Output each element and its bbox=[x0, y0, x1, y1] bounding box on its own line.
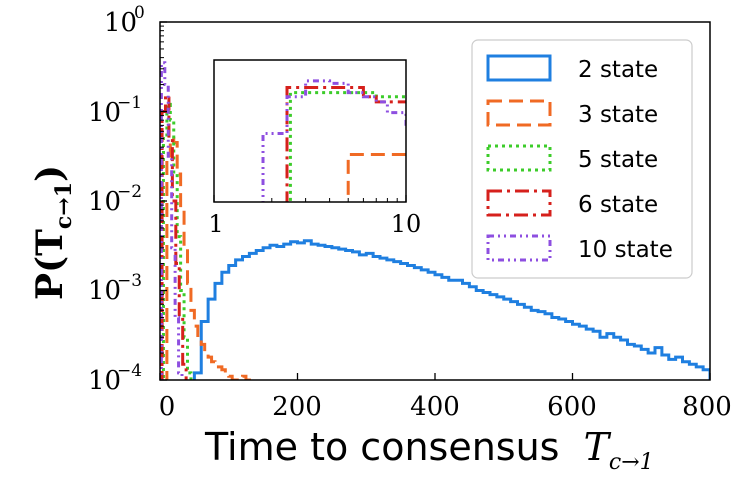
inset-background bbox=[214, 60, 406, 202]
xtick-label-0: 0 bbox=[159, 392, 176, 422]
series-line-3-state bbox=[165, 136, 251, 380]
x-tick-labels: 0 200 400 600 800 bbox=[159, 392, 732, 422]
series-line-10-state bbox=[160, 61, 184, 380]
ytick-label-1: 10 bbox=[88, 98, 121, 128]
legend-swatches bbox=[486, 54, 552, 262]
xtick-label-4: 800 bbox=[682, 392, 732, 422]
ytick-label-2: 10 bbox=[88, 187, 121, 217]
xtick-label-3: 600 bbox=[547, 392, 597, 422]
legend-swatch-5-state bbox=[486, 144, 552, 172]
y-axis-label: P(Tc→1) bbox=[29, 165, 77, 300]
inset-x-ticks bbox=[213, 195, 407, 202]
ytick-exp-1: −1 bbox=[117, 93, 142, 113]
x-axis-label: Time to consensus Tc→1 bbox=[204, 425, 654, 475]
ytick-label-0: 10 bbox=[104, 8, 137, 38]
main-series-group bbox=[160, 61, 710, 380]
legend-swatch-3-state bbox=[486, 99, 552, 127]
y-axis-ticks bbox=[160, 21, 167, 381]
legend-swatch-2-state bbox=[486, 54, 552, 82]
ytick-label-3: 10 bbox=[88, 276, 121, 306]
inset-series-group bbox=[261, 79, 406, 202]
legend-label-3-state: 3 state bbox=[578, 102, 658, 128]
series-line-2-state bbox=[192, 239, 710, 380]
xtick-label-1: 200 bbox=[272, 392, 322, 422]
ytick-label-4: 10 bbox=[88, 366, 121, 396]
inset-series-line-3-state bbox=[346, 152, 406, 202]
legend: 2 state 3 state 5 state 6 state 10 state bbox=[471, 39, 693, 279]
ytick-exp-2: −2 bbox=[117, 182, 142, 202]
ytick-exp-0: 0 bbox=[134, 3, 145, 23]
legend-box bbox=[471, 39, 693, 279]
legend-label-5-state: 5 state bbox=[578, 147, 658, 173]
inset-xtick-1: 1 bbox=[208, 210, 223, 238]
xtick-label-2: 400 bbox=[410, 392, 460, 422]
ytick-exp-3: −3 bbox=[117, 271, 142, 291]
series-line-6-state bbox=[160, 94, 188, 380]
y-tick-labels: 10 0 10 −1 10 −2 10 −3 10 −4 bbox=[88, 3, 145, 396]
legend-label-10-state: 10 state bbox=[578, 237, 673, 263]
legend-swatch-6-state bbox=[486, 189, 552, 217]
inset-xtick-10: 10 bbox=[391, 210, 422, 238]
ytick-exp-4: −4 bbox=[117, 361, 142, 381]
legend-label-2-state: 2 state bbox=[578, 57, 658, 83]
inset-frame bbox=[213, 59, 407, 203]
legend-label-6-state: 6 state bbox=[578, 192, 658, 218]
legend-swatch-10-state bbox=[486, 234, 552, 262]
x-axis-ticks bbox=[159, 373, 711, 380]
